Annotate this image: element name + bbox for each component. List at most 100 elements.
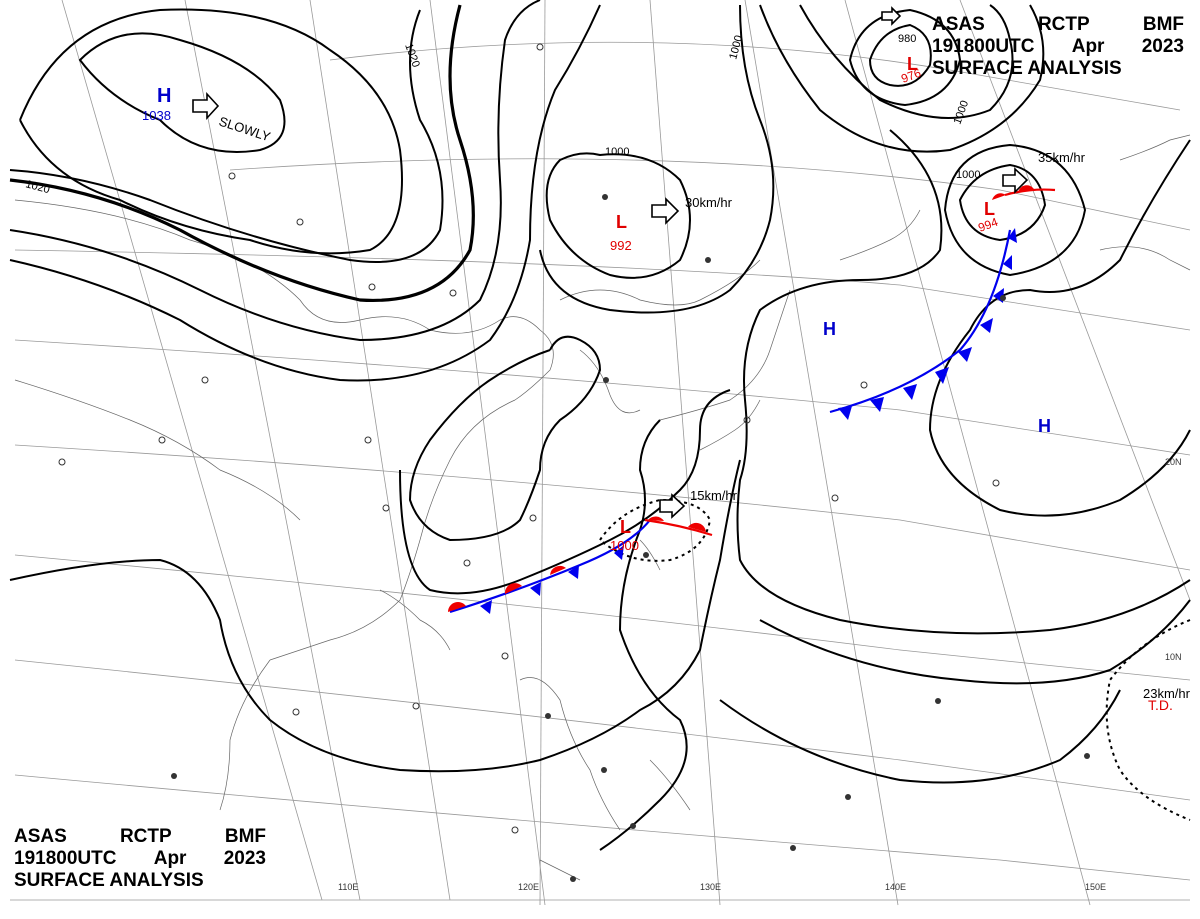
warm-front-barbs bbox=[648, 516, 706, 532]
station-marker bbox=[364, 436, 372, 444]
motion-label: 35km/hr bbox=[1038, 150, 1086, 165]
header-office: BMF bbox=[1142, 14, 1184, 35]
isobar-label: 1000 bbox=[605, 146, 629, 158]
header-time: 191800UTC bbox=[932, 36, 1035, 57]
header-office: BMF bbox=[224, 826, 266, 847]
header-year: 2023 bbox=[1141, 36, 1184, 57]
low-symbol: L bbox=[984, 199, 995, 219]
station-marker bbox=[171, 773, 177, 779]
isobar-label: 1020 bbox=[24, 178, 51, 196]
lon-label: 110E bbox=[338, 882, 358, 892]
high-pressure-value: 1038 bbox=[142, 108, 171, 123]
station-marker bbox=[158, 436, 166, 444]
station-marker bbox=[603, 377, 609, 383]
low-pressure-value: 1000 bbox=[610, 538, 639, 553]
motion-label: SLOWLY bbox=[217, 114, 273, 145]
lon-label: 150E bbox=[1085, 882, 1106, 892]
chart-header-top: ASAS RCTP BMF 191800UTC Apr 2023 SURFACE… bbox=[932, 14, 1184, 80]
low-pressure-value: 992 bbox=[610, 238, 632, 253]
station-plots bbox=[58, 43, 1090, 882]
station-marker bbox=[412, 702, 420, 710]
station-marker bbox=[860, 381, 868, 389]
station-marker bbox=[368, 283, 376, 291]
station-marker bbox=[705, 257, 711, 263]
station-marker bbox=[630, 823, 636, 829]
motion-arrow-icon bbox=[659, 493, 686, 519]
station-marker bbox=[511, 826, 519, 834]
motion-arrow-icon bbox=[881, 6, 902, 26]
lon-label: 130E bbox=[700, 882, 721, 892]
station-marker bbox=[831, 494, 839, 502]
stationary-front-barbs bbox=[448, 545, 624, 614]
station-marker bbox=[449, 289, 457, 297]
header-station: RCTP bbox=[119, 826, 172, 847]
station-marker bbox=[790, 845, 796, 851]
header-station: RCTP bbox=[1037, 14, 1090, 35]
station-marker bbox=[228, 172, 236, 180]
graticule-meridians bbox=[61, 0, 1191, 906]
td-symbol: T.D. bbox=[1148, 697, 1173, 713]
station-marker bbox=[570, 876, 576, 882]
isobars bbox=[9, 0, 1191, 851]
station-marker bbox=[463, 559, 471, 567]
motion-arrows bbox=[192, 6, 1029, 519]
lat-label: 10N bbox=[1165, 652, 1182, 662]
chart-header-bottom: ASAS RCTP BMF 191800UTC Apr 2023 SURFACE… bbox=[14, 826, 266, 892]
station-marker bbox=[602, 194, 608, 200]
motion-label: 23km/hr bbox=[1143, 686, 1191, 701]
motion-arrow-icon bbox=[192, 91, 220, 121]
header-agency: ASAS bbox=[14, 826, 67, 847]
header-product: SURFACE ANALYSIS bbox=[932, 58, 1122, 79]
station-marker bbox=[292, 708, 300, 716]
station-marker bbox=[296, 218, 304, 226]
graticule-labels: 110E 120E 130E 140E 150E 20N 10N bbox=[338, 457, 1182, 892]
isobar-label: 980 bbox=[898, 33, 916, 45]
cold-front-barbs bbox=[838, 228, 1017, 420]
isobar-label: 1000 bbox=[956, 169, 980, 181]
isobar-label: 1020 bbox=[402, 42, 422, 69]
station-marker bbox=[992, 479, 1000, 487]
station-marker bbox=[743, 416, 751, 424]
coastlines bbox=[14, 134, 1191, 881]
station-marker bbox=[845, 794, 851, 800]
low-symbol: L bbox=[620, 517, 631, 537]
motion-label: 15km/hr bbox=[690, 488, 738, 503]
lon-label: 120E bbox=[518, 882, 539, 892]
high-symbol: H bbox=[157, 85, 171, 107]
header-month: Apr bbox=[1071, 36, 1105, 57]
occluded-warm-barbs bbox=[992, 185, 1034, 200]
station-marker bbox=[529, 514, 537, 522]
motion-arrow-icon bbox=[651, 197, 680, 225]
station-marker bbox=[382, 504, 390, 512]
isobar-label: 1000 bbox=[952, 99, 972, 126]
station-marker bbox=[1000, 295, 1006, 301]
fronts bbox=[448, 185, 1056, 614]
station-marker bbox=[601, 767, 607, 773]
header-month: Apr bbox=[153, 848, 187, 869]
lon-label: 140E bbox=[885, 882, 906, 892]
high-symbol: H bbox=[1038, 416, 1051, 436]
motion-arrow-icon bbox=[1002, 167, 1029, 194]
graticule-parallels bbox=[10, 41, 1191, 901]
low-pressure-value: 994 bbox=[976, 215, 1000, 235]
low-pressure-value: 976 bbox=[899, 66, 923, 86]
station-marker bbox=[643, 552, 649, 558]
high-symbol: H bbox=[823, 319, 836, 339]
pressure-systems: H 1038 SLOWLY L 992 30km/hr L 976 L 994 … bbox=[142, 54, 1191, 713]
station-marker bbox=[545, 713, 551, 719]
station-marker bbox=[536, 43, 544, 51]
station-marker bbox=[1084, 753, 1090, 759]
low-symbol: L bbox=[616, 212, 627, 232]
header-year: 2023 bbox=[223, 848, 266, 869]
motion-label: 30km/hr bbox=[685, 195, 733, 210]
station-marker bbox=[201, 376, 209, 384]
header-time: 191800UTC bbox=[14, 848, 117, 869]
station-marker bbox=[501, 652, 509, 660]
header-product: SURFACE ANALYSIS bbox=[14, 870, 204, 891]
station-marker bbox=[935, 698, 941, 704]
lat-label: 20N bbox=[1165, 457, 1182, 467]
low-symbol: L bbox=[907, 54, 918, 74]
header-agency: ASAS bbox=[932, 14, 985, 35]
